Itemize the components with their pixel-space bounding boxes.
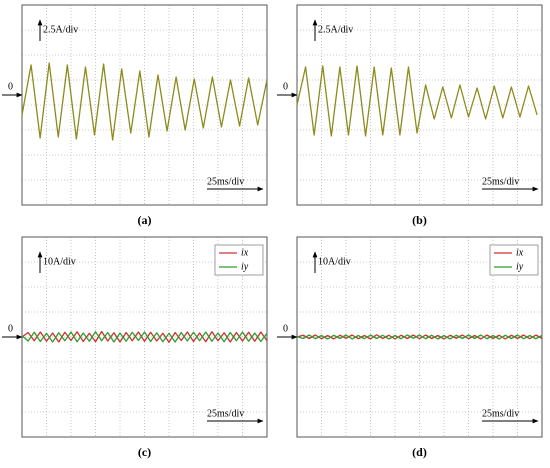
zero-label: 0: [283, 81, 288, 92]
trace: [21, 62, 268, 141]
panel-caption: (c): [138, 445, 151, 459]
legend-label: ix: [241, 247, 249, 258]
x-scale-label: 25ms/div: [482, 408, 519, 419]
zero-label: 0: [283, 323, 288, 334]
x-scale-label: 25ms/div: [482, 176, 519, 187]
legend-box: [489, 244, 539, 276]
legend-label: ix: [516, 247, 524, 258]
x-scale-label: 25ms/div: [207, 408, 244, 419]
y-scale-label: 2.5A/div: [43, 24, 78, 35]
x-scale-label: 25ms/div: [207, 176, 244, 187]
trace: [21, 331, 268, 343]
legend-label: iy: [516, 261, 524, 272]
y-scale-label: 2.5A/div: [318, 24, 353, 35]
panel-caption: (d): [412, 445, 427, 459]
trace: [296, 334, 543, 340]
panel-caption: (a): [138, 213, 152, 227]
zero-label: 0: [8, 81, 13, 92]
y-scale-label: 10A/div: [43, 256, 76, 267]
legend-label: iy: [241, 261, 249, 272]
panel-frame: [21, 4, 268, 206]
zero-label: 0: [8, 323, 13, 334]
y-scale-label: 10A/div: [318, 256, 351, 267]
trace: [21, 330, 268, 343]
legend-box: [214, 244, 264, 276]
panel-caption: (b): [412, 213, 427, 227]
trace: [296, 65, 538, 137]
trace: [296, 334, 543, 340]
